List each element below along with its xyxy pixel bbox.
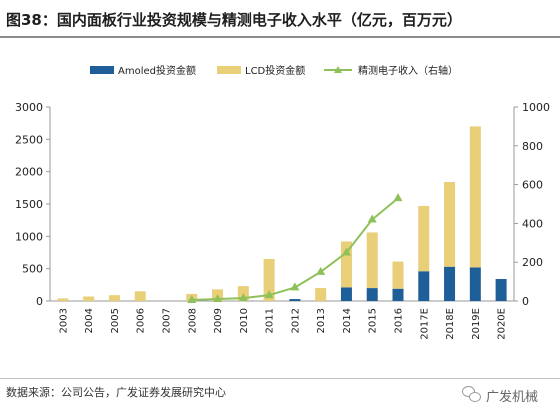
bar-lcd — [134, 291, 146, 301]
footer-rule — [0, 378, 560, 379]
y-left-tick-label: 1500 — [15, 198, 43, 211]
revenue-point — [367, 214, 377, 223]
legend-label-lcd: LCD投资金额 — [245, 64, 305, 77]
legend-swatch-lcd — [217, 66, 241, 74]
watermark: 广发机械 — [462, 384, 538, 406]
figure-title: 图38：国内面板行业投资规模与精测电子收入水平（亿元，百万元） — [6, 11, 462, 29]
bar-amoled — [495, 279, 507, 301]
header-rule — [0, 36, 560, 38]
y-right-tick-label: 800 — [522, 140, 543, 153]
y-left-tick-label: 0 — [36, 295, 43, 308]
source-note: 数据来源：公司公告，广发证券发展研究中心 — [6, 386, 226, 399]
legend-marker-revenue — [334, 66, 342, 73]
y-right-tick-label: 1000 — [522, 101, 550, 114]
bar-amoled — [340, 287, 352, 301]
watermark-text: 广发机械 — [486, 389, 539, 405]
wechat-icon — [462, 386, 482, 404]
x-tick-label: 2014 — [342, 308, 353, 333]
y-right-tick-label: 0 — [522, 295, 529, 308]
revenue-point — [316, 266, 326, 275]
legend-label-revenue: 精测电子收入（右轴） — [358, 64, 458, 77]
y-left-tick-label: 3000 — [15, 101, 43, 114]
revenue-point — [290, 282, 300, 291]
bar-lcd — [263, 258, 275, 301]
chart-line — [187, 193, 403, 304]
figure-footer: 数据来源：公司公告，广发证券发展研究中心 广发机械 — [0, 378, 560, 419]
chart-bars — [57, 126, 507, 301]
bar-lcd — [315, 288, 327, 301]
revenue-point — [213, 294, 223, 303]
y-right-tick-label: 400 — [522, 217, 543, 230]
revenue-point — [264, 290, 274, 299]
bar-lcd — [444, 182, 456, 267]
bar-lcd — [366, 232, 378, 289]
bar-lcd — [83, 296, 95, 301]
x-tick-label: 2008 — [187, 308, 198, 333]
legend-swatch-amoled — [90, 66, 114, 74]
x-tick-label: 2012 — [290, 308, 301, 333]
x-tick-label: 2015 — [368, 308, 379, 333]
revenue-point — [238, 293, 248, 302]
figure-header: 图38：国内面板行业投资规模与精测电子收入水平（亿元，百万元） — [0, 0, 560, 40]
bar-lcd — [392, 261, 404, 289]
x-tick-label: 2003 — [58, 308, 69, 333]
legend-label-amoled: Amoled投资金额 — [118, 64, 196, 77]
bar-lcd — [340, 241, 352, 288]
x-tick-label: 2018E — [445, 308, 456, 340]
revenue-point — [393, 193, 403, 202]
bar-lcd — [469, 126, 481, 268]
chart: Amoled投资金额 LCD投资金额 精测电子收入（右轴） 0 500 1000 1500… — [15, 64, 550, 340]
bar-lcd — [418, 205, 430, 272]
y-right-tick-label: 200 — [522, 256, 543, 269]
x-tick-label: 2011 — [265, 308, 276, 333]
x-tick-label: 2006 — [136, 308, 147, 333]
y-left-tick-label: 1000 — [15, 230, 43, 243]
x-tick-label: 2010 — [239, 308, 250, 333]
x-tick-label: 2020E — [497, 308, 508, 340]
chart-legend: Amoled投资金额 LCD投资金额 精测电子收入（右轴） — [90, 64, 458, 77]
y-right-tick-label: 600 — [522, 179, 543, 192]
x-tick-label: 2009 — [213, 308, 224, 333]
bar-amoled — [418, 271, 430, 301]
x-tick-label: 2013 — [316, 308, 327, 333]
x-tick-label: 2016 — [394, 308, 405, 333]
bar-amoled — [289, 299, 301, 301]
bar-amoled — [392, 288, 404, 301]
x-tick-label: 2019E — [471, 308, 482, 340]
chart-axes: 0 500 1000 1500 2000 2500 3000 0 200 400 600 800 100… — [15, 101, 550, 340]
x-tick-label: 2017E — [419, 308, 430, 340]
x-tick-label: 2007 — [162, 308, 173, 333]
bar-lcd — [108, 295, 120, 301]
revenue-point — [341, 247, 351, 256]
x-tick-label: 2005 — [110, 308, 121, 333]
bar-amoled — [469, 267, 481, 301]
y-left-tick-label: 2500 — [15, 133, 43, 146]
bar-amoled — [366, 288, 378, 301]
x-tick-label: 2004 — [84, 308, 95, 333]
bar-amoled — [444, 266, 456, 301]
y-left-tick-label: 500 — [22, 263, 43, 276]
revenue-point — [187, 295, 197, 304]
y-left-tick-label: 2000 — [15, 166, 43, 179]
bar-lcd — [57, 298, 69, 301]
